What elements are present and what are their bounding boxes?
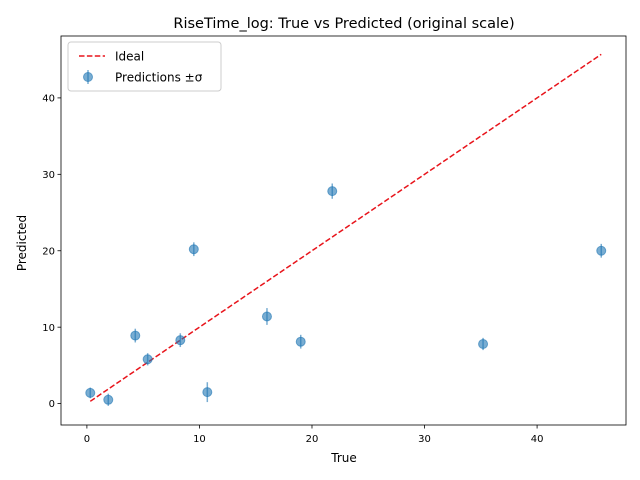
- legend-marker-swatch: [83, 72, 93, 82]
- legend-predictions-label: Predictions ±σ: [115, 71, 203, 85]
- plot-area: 0 10 20 30 40 0 10 20 30 40: [42, 35, 627, 445]
- chart-title: RiseTime_log: True vs Predicted (origina…: [173, 16, 514, 32]
- data-point: [596, 245, 607, 256]
- legend-box: [67, 41, 222, 92]
- ideal-line: [89, 53, 602, 402]
- data-point: [103, 394, 114, 405]
- x-tick-label: 40: [531, 434, 544, 445]
- x-tick-label: 30: [418, 434, 431, 445]
- legend: Ideal Predictions ±σ: [67, 41, 222, 92]
- data-point: [130, 330, 141, 341]
- y-tick-label: 30: [42, 170, 55, 181]
- x-tick-label: 20: [306, 434, 319, 445]
- y-axis-label: Predicted: [15, 215, 29, 271]
- y-tick-label: 0: [49, 399, 55, 410]
- data-point: [85, 387, 96, 398]
- y-tick-label: 20: [42, 246, 55, 257]
- data-point: [202, 387, 213, 398]
- x-tick-label: 0: [84, 434, 90, 445]
- data-point: [188, 244, 199, 255]
- y-tick-label: 40: [42, 94, 55, 105]
- data-point: [295, 336, 306, 347]
- legend-ideal-label: Ideal: [115, 50, 144, 64]
- data-point: [175, 335, 186, 346]
- data-point: [142, 354, 153, 365]
- x-tick-label: 10: [193, 434, 206, 445]
- data-point: [261, 311, 272, 322]
- x-axis-label: True: [330, 451, 357, 465]
- axes-frame: [60, 35, 627, 426]
- y-tick-label: 10: [42, 323, 55, 334]
- data-point: [478, 338, 489, 349]
- data-point: [327, 186, 338, 197]
